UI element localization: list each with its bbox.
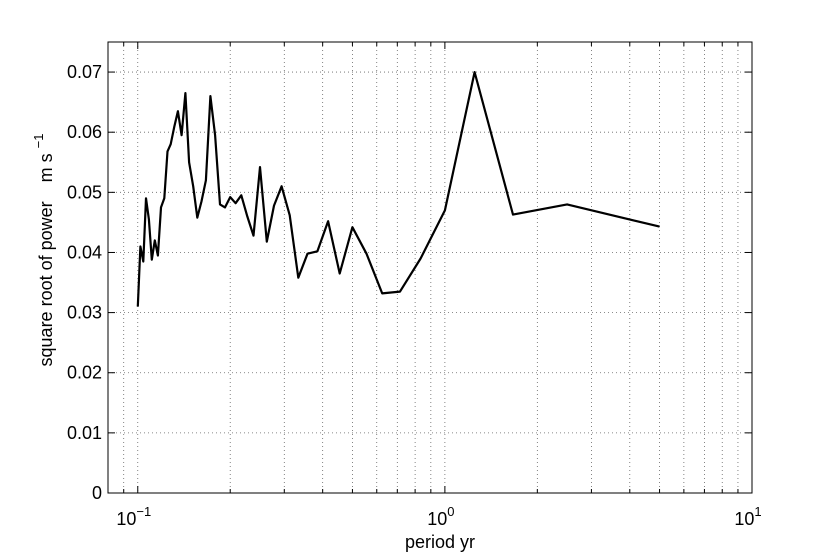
y-tick-label: 0.07 bbox=[67, 62, 102, 82]
y-axis-label-unit-exp: −1 bbox=[31, 134, 46, 149]
y-tick-label: 0.05 bbox=[67, 182, 102, 202]
y-tick-label: 0.04 bbox=[67, 242, 102, 262]
y-axis-label: square root of power m s −1 bbox=[31, 134, 56, 367]
x-tick-label-base: 10 bbox=[116, 509, 136, 529]
series bbox=[136, 70, 660, 307]
plot-frame bbox=[107, 41, 753, 494]
y-tick-label: 0.03 bbox=[67, 303, 102, 323]
x-tick-label: 101 bbox=[734, 504, 761, 529]
grid bbox=[108, 42, 752, 493]
y-tick-label: 0.06 bbox=[67, 122, 102, 142]
x-axis-label: period yr bbox=[405, 532, 475, 552]
x-tick-label-base: 10 bbox=[734, 509, 754, 529]
x-tick-label-exp: −1 bbox=[136, 504, 151, 519]
x-tick-label-exp: 0 bbox=[447, 504, 454, 519]
x-tick-label-base: 10 bbox=[427, 509, 447, 529]
x-tick-label: 10−1 bbox=[116, 504, 151, 529]
y-tick-label: 0 bbox=[92, 483, 102, 503]
y-tick-label: 0.01 bbox=[67, 423, 102, 443]
x-tick-label: 100 bbox=[427, 504, 454, 529]
x-tick-label-exp: 1 bbox=[754, 504, 761, 519]
axis-ticks bbox=[108, 42, 752, 494]
y-axis-label-text: square root of power bbox=[36, 201, 56, 366]
y-axis-label-unit: m s bbox=[36, 153, 56, 182]
series-line bbox=[136, 70, 660, 307]
y-tick-label: 0.02 bbox=[67, 363, 102, 383]
